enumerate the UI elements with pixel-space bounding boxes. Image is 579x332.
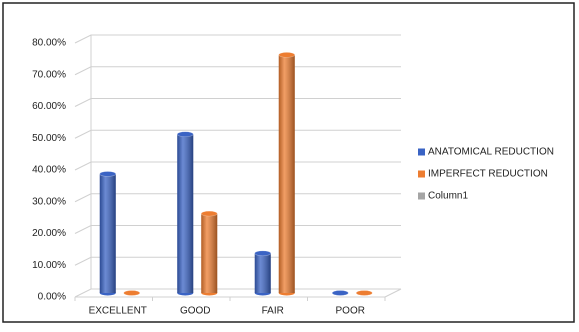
bar-cap	[99, 171, 117, 177]
y-tick-label: 80.00%	[32, 38, 66, 49]
legend-label: ANATOMICAL REDUCTION	[428, 147, 554, 158]
y-tick-label: 60.00%	[32, 101, 66, 112]
bar-cap	[278, 52, 296, 58]
bar-cap	[200, 210, 218, 217]
bar-shade	[177, 134, 194, 293]
y-tick-label: 20.00%	[32, 228, 66, 239]
bar-cap	[176, 131, 194, 138]
bar-cap	[331, 290, 349, 296]
legend-label: Column1	[428, 191, 468, 202]
x-tick-label: POOR	[336, 306, 365, 317]
legend-label: IMPERFECT REDUCTION	[428, 169, 548, 180]
legend-swatch	[418, 148, 425, 156]
y-tick-label: 30.00%	[32, 196, 66, 207]
y-tick-label: 70.00%	[32, 69, 66, 80]
y-tick-label: 40.00%	[32, 165, 66, 176]
legend-swatch	[418, 192, 425, 200]
y-tick-label: 50.00%	[32, 133, 66, 144]
bar-cap	[123, 290, 141, 296]
x-tick-label: FAIR	[262, 306, 284, 317]
x-tick-label: GOOD	[180, 306, 211, 317]
bar-cap	[355, 290, 373, 296]
bar-cap	[254, 250, 272, 257]
y-tick-label: 0.00%	[38, 292, 66, 303]
bar-shade	[99, 173, 116, 293]
bar-shade	[254, 253, 271, 293]
x-tick-label: EXCELLENT	[89, 306, 147, 317]
legend-swatch	[418, 170, 425, 178]
bar-shade	[201, 213, 218, 293]
floor-edge	[384, 288, 402, 298]
bar-shade	[278, 54, 295, 293]
y-tick-label: 10.00%	[32, 260, 66, 271]
